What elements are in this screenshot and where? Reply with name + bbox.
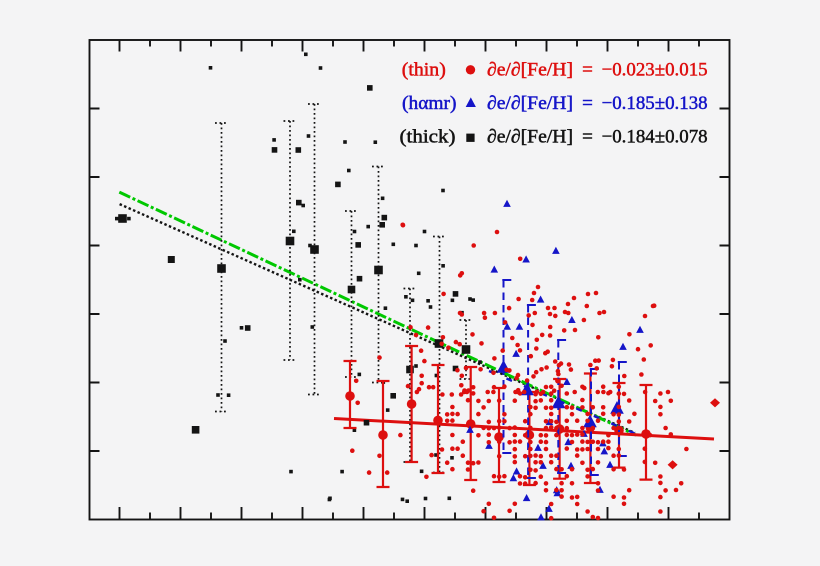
svg-text:∂e/∂[Fe/H]: ∂e/∂[Fe/H] <box>487 126 573 147</box>
svg-text:−0.023±0.015: −0.023±0.015 <box>602 59 708 80</box>
svg-text:−0.185±0.138: −0.185±0.138 <box>602 93 708 114</box>
svg-text:(thick): (thick) <box>400 126 456 147</box>
svg-text:(thin): (thin) <box>402 59 446 80</box>
svg-text:=: = <box>582 126 593 147</box>
svg-text:(hαmr): (hαmr) <box>402 93 457 114</box>
svg-text:=: = <box>582 59 593 80</box>
svg-text:−0.184±0.078: −0.184±0.078 <box>602 126 708 147</box>
svg-text:∂e/∂[Fe/H]: ∂e/∂[Fe/H] <box>487 93 573 114</box>
svg-text:∂e/∂[Fe/H]: ∂e/∂[Fe/H] <box>487 59 573 80</box>
svg-text:=: = <box>582 93 593 114</box>
